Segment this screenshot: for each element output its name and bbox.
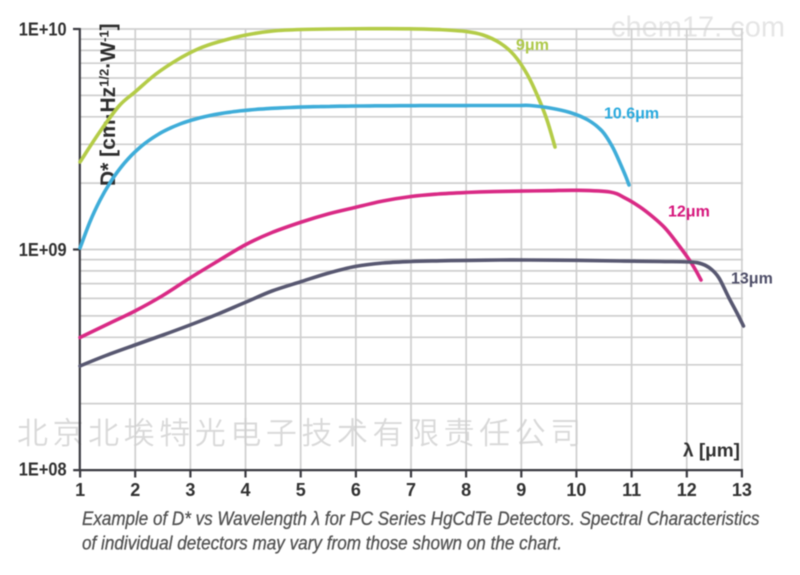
svg-text:3: 3 <box>185 480 195 500</box>
svg-text:13: 13 <box>732 480 752 500</box>
svg-text:5: 5 <box>296 480 306 500</box>
svg-text:2: 2 <box>130 480 140 500</box>
svg-text:13μm: 13μm <box>731 271 773 288</box>
svg-text:1: 1 <box>75 480 85 500</box>
svg-text:D* [cm·Hz1/2·W-1]: D* [cm·Hz1/2·W-1] <box>96 23 120 186</box>
svg-text:1E+10: 1E+10 <box>19 20 67 40</box>
svg-text:6: 6 <box>351 480 361 500</box>
svg-text:λ [μm]: λ [μm] <box>683 441 740 461</box>
svg-text:1E+09: 1E+09 <box>19 240 67 260</box>
svg-text:7: 7 <box>406 480 416 500</box>
svg-text:4: 4 <box>240 480 250 500</box>
svg-text:8: 8 <box>461 480 471 500</box>
svg-text:1E+08: 1E+08 <box>19 460 67 480</box>
svg-text:12μm: 12μm <box>668 204 710 221</box>
svg-text:chem17. com: chem17. com <box>611 12 785 44</box>
svg-text:9μm: 9μm <box>516 37 549 54</box>
svg-text:Example of D* vs Wavelength λ: Example of D* vs Wavelength λ for PC Ser… <box>82 509 760 530</box>
svg-text:9: 9 <box>516 480 526 500</box>
svg-text:12: 12 <box>677 480 697 500</box>
svg-text:10: 10 <box>566 480 586 500</box>
svg-text:10.6μm: 10.6μm <box>604 106 659 123</box>
svg-text:11: 11 <box>622 480 641 500</box>
svg-text:of individual detectors may va: of individual detectors may vary from th… <box>82 534 562 555</box>
